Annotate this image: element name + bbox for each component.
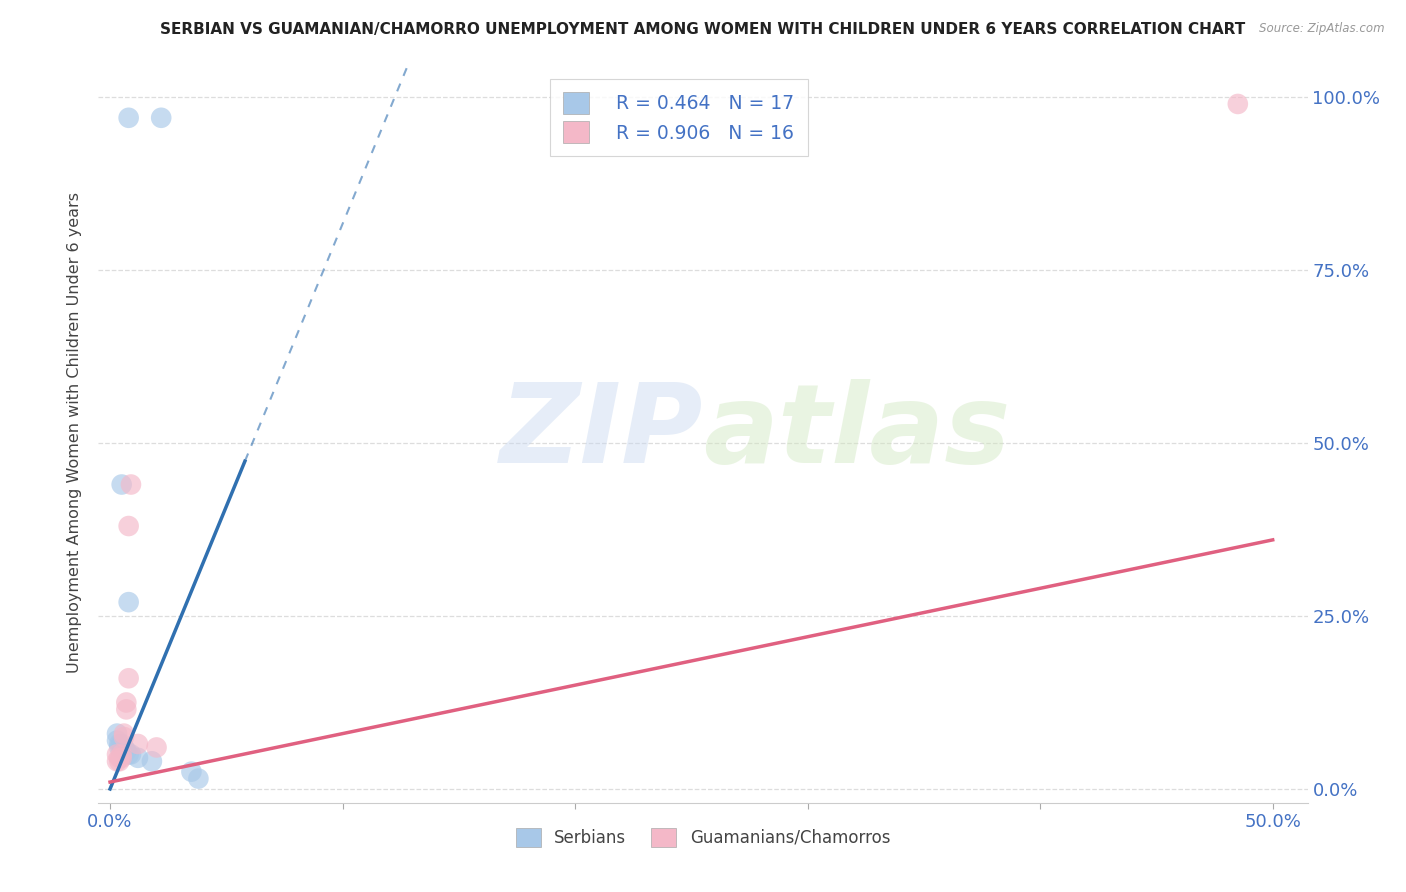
Text: ZIP: ZIP xyxy=(499,379,703,486)
Point xyxy=(118,111,141,125)
Point xyxy=(118,671,141,685)
Point xyxy=(105,726,128,740)
Text: SERBIAN VS GUAMANIAN/CHAMORRO UNEMPLOYMENT AMONG WOMEN WITH CHILDREN UNDER 6 YEA: SERBIAN VS GUAMANIAN/CHAMORRO UNEMPLOYME… xyxy=(160,22,1246,37)
Point xyxy=(127,737,149,751)
Point xyxy=(111,737,134,751)
Y-axis label: Unemployment Among Women with Children Under 6 years: Unemployment Among Women with Children U… xyxy=(67,192,83,673)
Point xyxy=(145,740,167,755)
Legend: Serbians, Guamanians/Chamorros: Serbians, Guamanians/Chamorros xyxy=(509,822,897,854)
Point xyxy=(141,754,163,768)
Point xyxy=(111,751,134,765)
Point xyxy=(127,751,149,765)
Point xyxy=(112,740,135,755)
Point xyxy=(105,733,128,747)
Point xyxy=(115,696,138,710)
Point xyxy=(187,772,209,786)
Point xyxy=(108,754,131,768)
Point xyxy=(115,702,138,716)
Text: atlas: atlas xyxy=(703,379,1011,486)
Point xyxy=(112,726,135,740)
Point xyxy=(111,477,134,491)
Point xyxy=(1226,97,1249,112)
Point xyxy=(108,740,131,755)
Point xyxy=(118,519,141,533)
Point xyxy=(108,737,131,751)
Point xyxy=(112,730,135,744)
Text: Source: ZipAtlas.com: Source: ZipAtlas.com xyxy=(1260,22,1385,36)
Point xyxy=(118,595,141,609)
Point xyxy=(120,747,142,762)
Point xyxy=(105,754,128,768)
Point xyxy=(150,111,173,125)
Point xyxy=(105,747,128,762)
Point xyxy=(120,477,142,491)
Point xyxy=(118,747,141,762)
Point xyxy=(180,764,202,779)
Point xyxy=(115,744,138,758)
Point xyxy=(111,747,134,762)
Point xyxy=(108,751,131,765)
